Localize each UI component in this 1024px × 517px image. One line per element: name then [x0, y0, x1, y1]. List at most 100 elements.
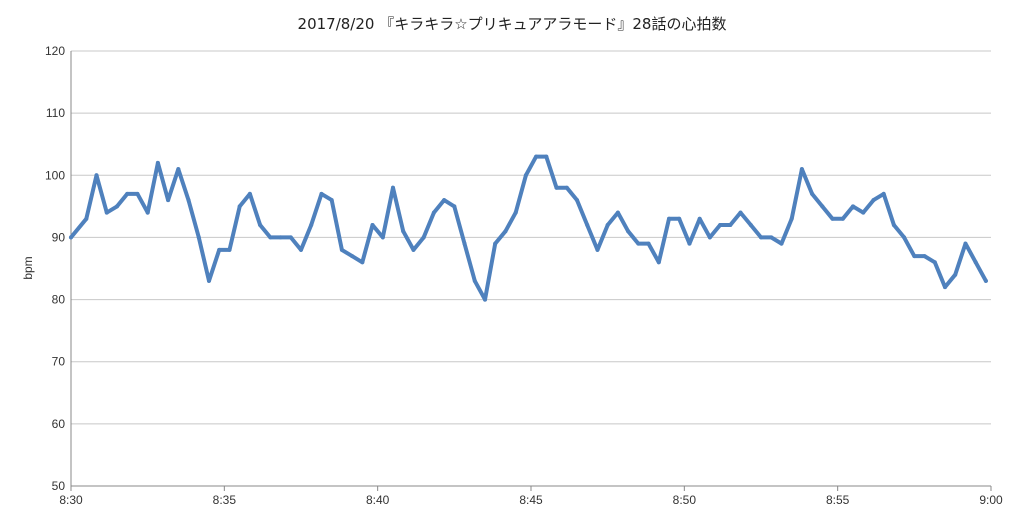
data-point — [278, 235, 283, 240]
data-point — [615, 210, 620, 215]
data-point — [738, 210, 743, 215]
x-tick-label: 8:40 — [366, 493, 390, 507]
data-point — [891, 223, 896, 227]
data-point — [799, 167, 804, 172]
data-point — [932, 260, 937, 265]
data-point — [452, 204, 457, 209]
data-point — [544, 154, 549, 159]
data-point — [912, 254, 917, 259]
data-point — [186, 198, 191, 203]
data-point — [125, 191, 130, 196]
chart-title: 2017/8/20 『キラキラ☆プリキュアアラモード』28話の心拍数 — [298, 15, 727, 33]
series-line-0 — [69, 154, 988, 302]
data-point — [851, 204, 855, 209]
y-tick-label: 60 — [52, 417, 66, 431]
data-point — [656, 260, 661, 265]
data-point — [329, 198, 334, 203]
data-point — [983, 278, 988, 283]
data-point — [646, 241, 651, 246]
data-point — [288, 235, 293, 240]
data-point — [830, 216, 835, 221]
data-point — [196, 235, 201, 240]
data-point — [718, 223, 723, 227]
data-point — [667, 216, 671, 221]
data-point — [943, 285, 947, 290]
data-point — [431, 210, 436, 215]
data-point — [319, 191, 324, 196]
data-point — [299, 247, 303, 252]
data-point — [748, 223, 753, 227]
data-point — [779, 241, 784, 246]
data-point — [789, 216, 794, 221]
y-tick-labels: 50 60 70 80 90 100 110 120 — [45, 44, 65, 493]
data-point — [840, 216, 845, 221]
axes — [70, 51, 992, 491]
data-point — [963, 241, 968, 246]
data-point — [626, 229, 631, 234]
data-point — [953, 272, 958, 277]
data-point — [339, 247, 344, 252]
x-tick-label: 8:30 — [59, 493, 83, 507]
data-point — [268, 235, 273, 240]
data-point — [810, 191, 815, 196]
data-point — [442, 198, 447, 203]
gridlines — [71, 50, 991, 487]
y-tick-label: 80 — [52, 293, 66, 307]
data-point — [258, 223, 263, 227]
data-point — [237, 204, 242, 209]
data-point — [483, 297, 487, 302]
data-point — [820, 204, 825, 209]
data-point — [401, 229, 406, 234]
data-point — [493, 241, 498, 246]
data-point — [973, 260, 978, 265]
y-axis-label: bpm — [21, 256, 35, 279]
data-point — [391, 185, 395, 190]
x-tick-label: 8:50 — [673, 493, 697, 507]
data-point — [135, 191, 140, 196]
data-point — [585, 223, 590, 227]
data-point — [728, 223, 733, 227]
data-point — [564, 185, 569, 190]
y-tick-label: 120 — [45, 44, 65, 58]
data-point — [677, 216, 682, 221]
x-tick-labels: 8:30 8:35 8:40 8:45 8:50 8:55 9:00 — [59, 493, 1003, 507]
data-point — [513, 210, 518, 215]
data-point — [380, 235, 385, 240]
y-tick-label: 50 — [52, 479, 66, 493]
data-point — [902, 235, 907, 240]
y-tick-label: 110 — [46, 106, 65, 120]
data-point — [207, 278, 211, 283]
data-point — [462, 241, 467, 246]
data-point — [759, 235, 763, 240]
data-point — [166, 198, 171, 203]
data-point — [421, 235, 426, 240]
data-point — [350, 254, 355, 259]
data-point — [769, 235, 774, 240]
data-point — [411, 247, 416, 252]
data-point — [370, 223, 375, 227]
data-point — [94, 173, 99, 178]
y-tick-label: 70 — [52, 355, 66, 369]
data-point — [69, 235, 73, 240]
data-point — [472, 278, 477, 283]
data-point — [595, 247, 600, 252]
data-point — [687, 241, 692, 246]
y-tick-label: 100 — [45, 168, 65, 182]
data-point — [360, 260, 365, 265]
data-point — [871, 198, 876, 203]
data-point — [554, 185, 559, 190]
data-point — [104, 210, 109, 215]
data-point — [155, 160, 160, 165]
data-point — [861, 210, 866, 215]
series-layer — [69, 154, 988, 302]
data-point — [247, 191, 252, 196]
x-tick-label: 8:45 — [519, 493, 543, 507]
data-point — [697, 216, 702, 221]
x-tick-label: 8:35 — [213, 493, 237, 507]
data-point — [84, 216, 89, 221]
data-point — [881, 191, 886, 196]
data-point — [534, 154, 539, 159]
data-point — [145, 210, 150, 215]
data-point — [523, 173, 528, 178]
